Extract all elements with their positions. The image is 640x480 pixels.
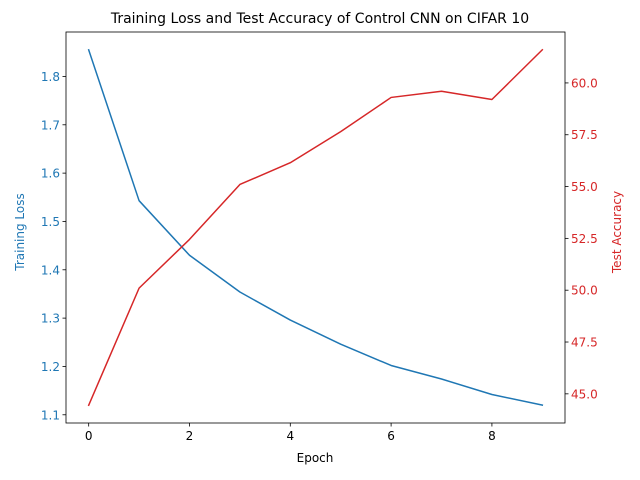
plot-frame — [65, 31, 566, 424]
left-y-tick-label: 1.3 — [41, 312, 60, 326]
right-y-tick-label: 52.5 — [571, 232, 598, 246]
right-y-axis-title: Test Accuracy — [610, 191, 624, 274]
chart-title: Training Loss and Test Accuracy of Contr… — [110, 11, 529, 27]
left-y-tick-label: 1.5 — [41, 215, 60, 229]
test-accuracy-line — [87, 48, 544, 407]
right-y-tick-label: 55.0 — [571, 180, 598, 194]
left-y-tick-label: 1.1 — [41, 408, 60, 422]
plot-area: 0 2 4 6 8 1.1 1.2 1.3 1.4 1.5 1.6 1.7 1.8 45.0 47.5 50.… — [41, 31, 598, 443]
x-tick-label: 4 — [286, 429, 294, 443]
x-tick-label: 0 — [85, 429, 93, 443]
left-y-tick-label: 1.4 — [41, 263, 60, 277]
x-axis-title: Epoch — [297, 451, 334, 465]
right-y-tick-label: 47.5 — [571, 336, 598, 350]
left-y-axis-title: Training Loss — [13, 193, 27, 271]
x-tick-label: 8 — [488, 429, 496, 443]
left-y-tick-label: 1.8 — [41, 70, 60, 84]
right-y-tick-label: 45.0 — [571, 387, 598, 401]
x-tick-label: 2 — [186, 429, 194, 443]
left-y-tick-label: 1.2 — [41, 360, 60, 374]
left-y-tick-label: 1.6 — [41, 167, 60, 181]
training-loss-line — [87, 48, 544, 407]
right-y-tick-label: 60.0 — [571, 76, 598, 90]
right-y-tick-label: 50.0 — [571, 284, 598, 298]
x-tick-label: 6 — [387, 429, 395, 443]
left-y-tick-label: 1.7 — [41, 118, 60, 132]
right-y-tick-label: 57.5 — [571, 128, 598, 142]
